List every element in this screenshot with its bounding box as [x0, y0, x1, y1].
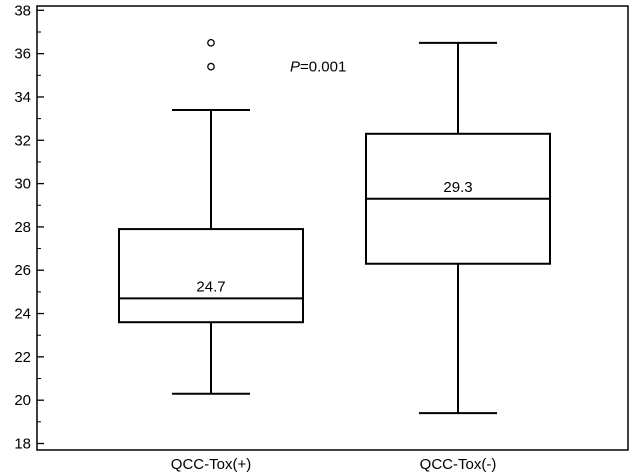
- p-value-rest: =0.001: [300, 59, 346, 76]
- x-category-label: QCC-Tox(-): [420, 456, 497, 473]
- y-tick-label: 38: [14, 2, 31, 19]
- median-label: 24.7: [196, 278, 225, 295]
- iqr-box: [118, 228, 304, 324]
- annotations-group: P=0.001: [290, 59, 346, 76]
- y-tick-label: 36: [14, 46, 31, 63]
- p-value-annotation: P=0.001: [290, 59, 346, 76]
- x-category-label: QCC-Tox(+): [171, 456, 251, 473]
- y-tick-label: 32: [14, 132, 31, 149]
- outlier-point: [207, 38, 215, 47]
- boxes-group: 24.7 29.3: [118, 38, 551, 415]
- y-axis: 18 20 22 24 26 28 30 32 34 36 38: [14, 2, 44, 453]
- outlier-point: [207, 62, 215, 71]
- y-tick-label: 34: [14, 89, 31, 106]
- box-2: 29.3: [365, 41, 551, 415]
- y-tick-label: 18: [14, 436, 31, 453]
- y-tick-label: 24: [14, 306, 31, 323]
- p-value-italic: P: [290, 59, 300, 76]
- y-tick-label: 28: [14, 219, 31, 236]
- y-tick-label: 22: [14, 349, 31, 366]
- median-label: 29.3: [443, 179, 472, 196]
- y-tick-label: 26: [14, 262, 31, 279]
- y-tick-label: 30: [14, 176, 31, 193]
- y-tick-label: 20: [14, 392, 31, 409]
- plot-frame: [36, 5, 629, 451]
- box-1: 24.7: [118, 38, 304, 395]
- x-axis-labels: QCC-Tox(+) QCC-Tox(-): [171, 456, 497, 473]
